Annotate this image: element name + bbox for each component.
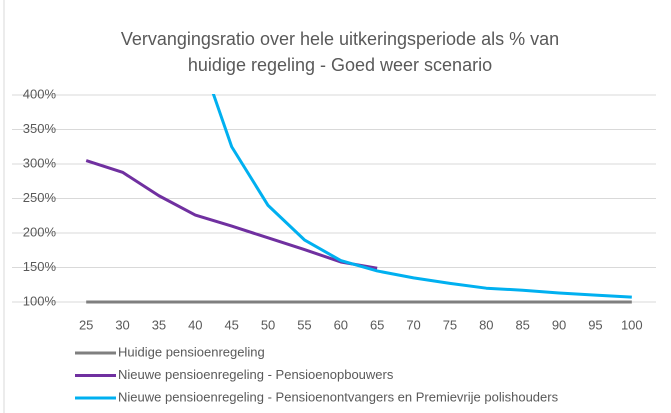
x-tick-label: 80	[479, 317, 493, 332]
series-line	[85, 159, 378, 270]
y-tick-label: 400%	[23, 86, 57, 101]
x-tick-label: 95	[588, 317, 602, 332]
x-tick-label: 100	[621, 317, 643, 332]
x-tick-label: 65	[370, 317, 384, 332]
x-tick-label: 45	[224, 317, 238, 332]
legend-label: Nieuwe pensioenregeling - Pensioenopbouw…	[118, 367, 394, 382]
plot-area	[85, 94, 632, 304]
x-tick-label: 35	[152, 317, 166, 332]
x-tick-label: 30	[115, 317, 129, 332]
y-tick-label: 150%	[23, 259, 57, 274]
x-tick-label: 70	[406, 317, 420, 332]
x-tick-label: 60	[334, 317, 348, 332]
y-tick-label: 350%	[23, 121, 57, 136]
x-tick-label: 50	[261, 317, 275, 332]
chart-title: huidige regeling - Goed weer scenario	[188, 55, 492, 75]
x-tick-label: 85	[515, 317, 529, 332]
x-tick-label: 90	[552, 317, 566, 332]
legend-label: Huidige pensioenregeling	[118, 344, 265, 359]
x-tick-label: 55	[297, 317, 311, 332]
y-tick-label: 250%	[23, 190, 57, 205]
series-line	[211, 94, 632, 299]
chart-title: Vervangingsratio over hele uitkeringsper…	[121, 29, 559, 49]
legend-label: Nieuwe pensioenregeling - Pensioenontvan…	[118, 389, 559, 404]
y-tick-label: 200%	[23, 224, 57, 239]
y-tick-label: 100%	[23, 293, 57, 308]
y-tick-label: 300%	[23, 155, 57, 170]
x-tick-label: 25	[79, 317, 93, 332]
x-tick-label: 40	[188, 317, 202, 332]
x-tick-label: 75	[443, 317, 457, 332]
